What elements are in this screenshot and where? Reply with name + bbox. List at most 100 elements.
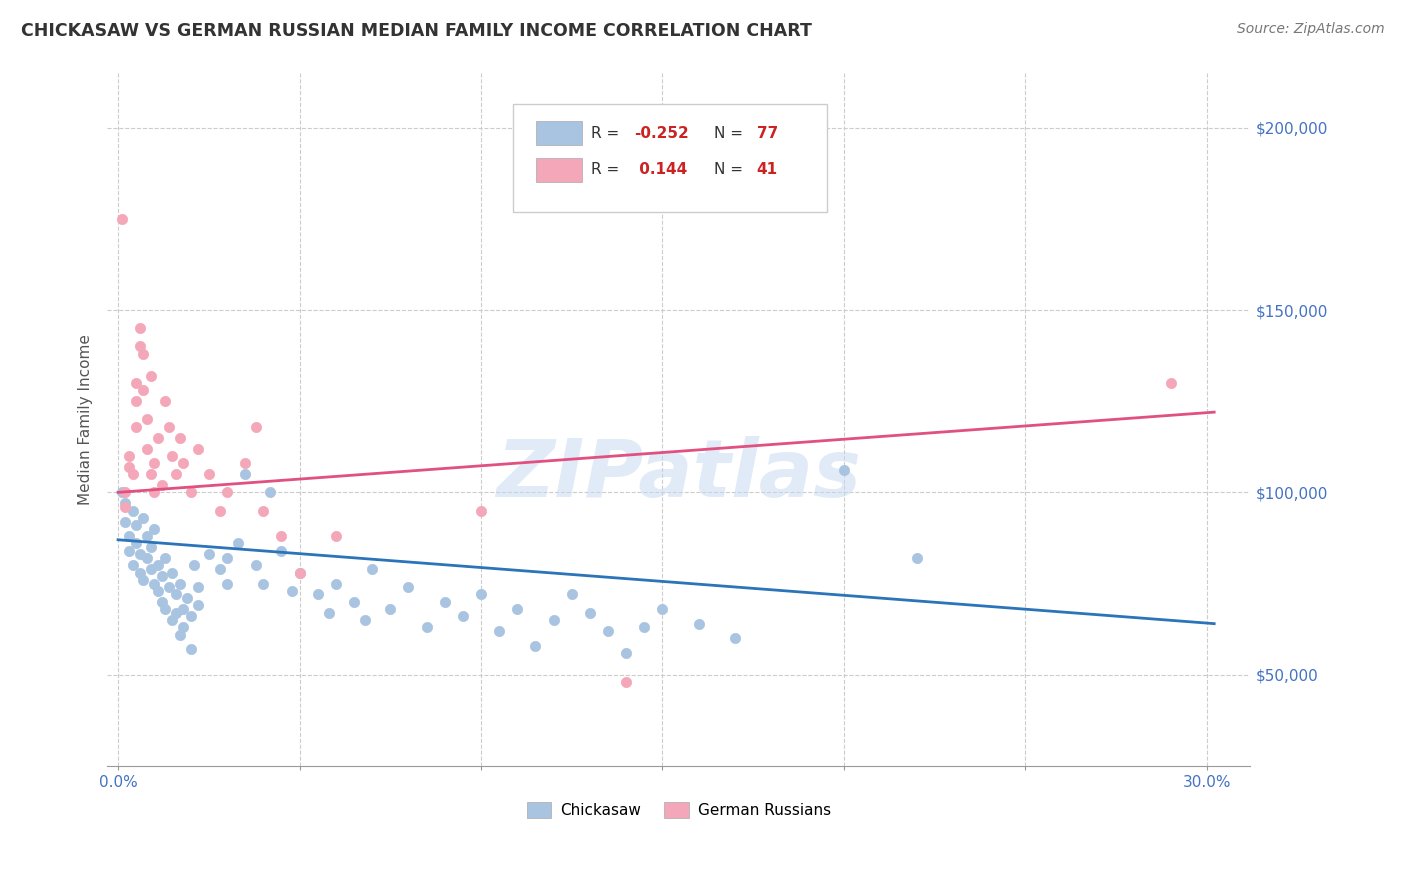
Point [125, 419, 148, 434]
Point [208, 503, 231, 517]
Point [136, 551, 159, 566]
Point [524, 639, 547, 653]
Point [136, 412, 159, 426]
Text: R =: R = [591, 162, 619, 178]
Text: 77: 77 [756, 126, 778, 141]
Point [111, 485, 134, 500]
Point [233, 467, 256, 482]
FancyBboxPatch shape [536, 158, 582, 182]
Point [187, 580, 209, 594]
Point [543, 613, 565, 627]
Point [118, 449, 141, 463]
Point [165, 606, 187, 620]
Point [245, 558, 267, 573]
Point [165, 587, 187, 601]
Point [259, 485, 281, 500]
Point [180, 485, 202, 500]
Text: N =: N = [714, 126, 744, 141]
Point [226, 536, 249, 550]
Point [143, 576, 166, 591]
Point [172, 456, 194, 470]
Point [579, 606, 602, 620]
Point [169, 576, 191, 591]
Point [114, 485, 136, 500]
Text: -0.252: -0.252 [634, 126, 689, 141]
Point [132, 384, 155, 398]
Point [125, 376, 148, 390]
Point [136, 442, 159, 456]
Point [470, 587, 492, 601]
Point [318, 606, 340, 620]
Point [114, 496, 136, 510]
Text: ZIPatlas: ZIPatlas [496, 436, 862, 514]
Point [325, 576, 347, 591]
Point [215, 576, 238, 591]
Point [288, 566, 311, 580]
Text: CHICKASAW VS GERMAN RUSSIAN MEDIAN FAMILY INCOME CORRELATION CHART: CHICKASAW VS GERMAN RUSSIAN MEDIAN FAMIL… [21, 22, 813, 40]
Point [233, 456, 256, 470]
Point [252, 503, 274, 517]
Point [245, 419, 267, 434]
Point [288, 566, 311, 580]
Point [180, 642, 202, 657]
Point [118, 529, 141, 543]
Point [128, 321, 150, 335]
Point [596, 624, 619, 638]
Point [215, 551, 238, 566]
Point [561, 587, 583, 601]
Point [433, 595, 456, 609]
Point [162, 613, 184, 627]
Point [470, 503, 492, 517]
Point [396, 580, 419, 594]
Point [325, 529, 347, 543]
Text: R =: R = [591, 126, 619, 141]
Point [724, 632, 747, 646]
Point [128, 547, 150, 561]
Point [187, 599, 209, 613]
Point [155, 394, 177, 409]
Point [121, 558, 143, 573]
Point [150, 595, 173, 609]
Point [197, 547, 219, 561]
Point [157, 580, 180, 594]
Point [281, 583, 304, 598]
Text: 41: 41 [756, 162, 778, 178]
Point [136, 529, 159, 543]
Point [132, 347, 155, 361]
Point [150, 478, 173, 492]
Point [197, 467, 219, 482]
Point [180, 609, 202, 624]
Point [143, 485, 166, 500]
Point [905, 551, 928, 566]
Point [146, 431, 169, 445]
Point [143, 456, 166, 470]
Point [139, 562, 162, 576]
Text: Source: ZipAtlas.com: Source: ZipAtlas.com [1237, 22, 1385, 37]
Point [139, 467, 162, 482]
Point [132, 511, 155, 525]
Point [614, 646, 637, 660]
Point [114, 515, 136, 529]
Point [114, 500, 136, 514]
Point [139, 540, 162, 554]
Point [488, 624, 510, 638]
Legend: Chickasaw, German Russians: Chickasaw, German Russians [520, 796, 837, 824]
Point [187, 442, 209, 456]
Point [1160, 376, 1182, 390]
Point [451, 609, 474, 624]
Point [132, 573, 155, 587]
Point [361, 562, 384, 576]
Point [125, 536, 148, 550]
Point [143, 522, 166, 536]
Point [146, 558, 169, 573]
Point [111, 211, 134, 226]
Point [614, 675, 637, 690]
Point [252, 576, 274, 591]
Point [506, 602, 529, 616]
Point [169, 431, 191, 445]
Text: 0.144: 0.144 [634, 162, 688, 178]
Point [125, 518, 148, 533]
Point [155, 551, 177, 566]
Point [125, 394, 148, 409]
Point [380, 602, 402, 616]
